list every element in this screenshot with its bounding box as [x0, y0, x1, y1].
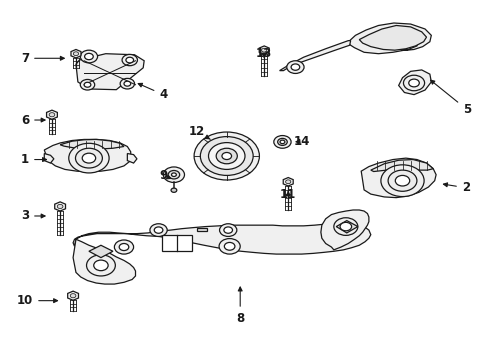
- Polygon shape: [55, 202, 66, 211]
- Circle shape: [120, 78, 135, 89]
- Circle shape: [200, 136, 253, 175]
- Polygon shape: [68, 291, 78, 300]
- Text: 4: 4: [138, 83, 168, 101]
- Polygon shape: [197, 228, 207, 231]
- Circle shape: [403, 75, 425, 91]
- Circle shape: [168, 171, 180, 179]
- Text: 3: 3: [21, 210, 45, 222]
- Polygon shape: [283, 177, 293, 186]
- Text: 1: 1: [21, 153, 47, 166]
- Circle shape: [49, 113, 55, 117]
- Circle shape: [388, 170, 417, 191]
- Circle shape: [163, 167, 185, 183]
- Polygon shape: [60, 139, 124, 149]
- Polygon shape: [44, 139, 131, 172]
- Circle shape: [381, 165, 424, 197]
- Circle shape: [57, 204, 63, 208]
- Circle shape: [171, 188, 177, 192]
- Circle shape: [274, 136, 291, 148]
- Text: 6: 6: [21, 113, 45, 126]
- Circle shape: [75, 148, 102, 168]
- Text: 7: 7: [21, 52, 64, 65]
- Text: 10: 10: [17, 294, 57, 307]
- Polygon shape: [361, 158, 436, 198]
- Circle shape: [154, 227, 163, 233]
- Circle shape: [70, 294, 76, 298]
- Polygon shape: [47, 110, 57, 119]
- Polygon shape: [127, 154, 137, 163]
- Circle shape: [124, 81, 131, 86]
- Polygon shape: [280, 41, 351, 71]
- Circle shape: [209, 143, 245, 170]
- Text: 13: 13: [256, 47, 272, 60]
- Circle shape: [114, 240, 134, 254]
- Circle shape: [224, 242, 235, 250]
- Polygon shape: [71, 49, 81, 58]
- Text: 5: 5: [431, 80, 471, 116]
- Polygon shape: [44, 154, 54, 163]
- Text: 2: 2: [443, 181, 470, 194]
- Polygon shape: [371, 159, 433, 171]
- Text: 14: 14: [294, 135, 310, 148]
- Circle shape: [340, 222, 352, 231]
- Circle shape: [122, 54, 137, 66]
- Circle shape: [82, 153, 96, 163]
- Polygon shape: [162, 235, 192, 251]
- Circle shape: [80, 50, 98, 63]
- Circle shape: [194, 132, 259, 180]
- Polygon shape: [321, 210, 369, 250]
- Circle shape: [94, 260, 108, 271]
- Circle shape: [74, 52, 78, 55]
- Circle shape: [278, 138, 287, 145]
- Text: 11: 11: [280, 188, 296, 201]
- Circle shape: [126, 57, 134, 63]
- Circle shape: [69, 143, 109, 173]
- Circle shape: [84, 82, 91, 87]
- Circle shape: [216, 148, 237, 164]
- Circle shape: [395, 175, 410, 186]
- Polygon shape: [359, 26, 426, 50]
- Polygon shape: [348, 23, 431, 54]
- Circle shape: [219, 239, 240, 254]
- Circle shape: [262, 48, 267, 52]
- Text: 8: 8: [236, 287, 245, 325]
- Circle shape: [220, 224, 237, 237]
- Circle shape: [280, 140, 285, 144]
- Circle shape: [224, 227, 233, 233]
- Circle shape: [291, 64, 300, 70]
- Circle shape: [85, 53, 93, 60]
- Polygon shape: [89, 245, 113, 258]
- Circle shape: [119, 243, 129, 251]
- Polygon shape: [399, 70, 431, 95]
- Circle shape: [80, 80, 95, 90]
- Polygon shape: [336, 221, 358, 233]
- Polygon shape: [73, 239, 136, 284]
- Polygon shape: [259, 46, 269, 54]
- Circle shape: [287, 61, 304, 73]
- Circle shape: [172, 173, 176, 176]
- Circle shape: [222, 153, 232, 159]
- Circle shape: [286, 180, 291, 184]
- Text: 9: 9: [159, 169, 171, 182]
- Text: 12: 12: [189, 125, 210, 139]
- Circle shape: [87, 255, 115, 276]
- Polygon shape: [73, 223, 371, 254]
- Circle shape: [409, 79, 419, 87]
- Polygon shape: [76, 54, 144, 90]
- Circle shape: [334, 218, 358, 235]
- Circle shape: [150, 224, 167, 237]
